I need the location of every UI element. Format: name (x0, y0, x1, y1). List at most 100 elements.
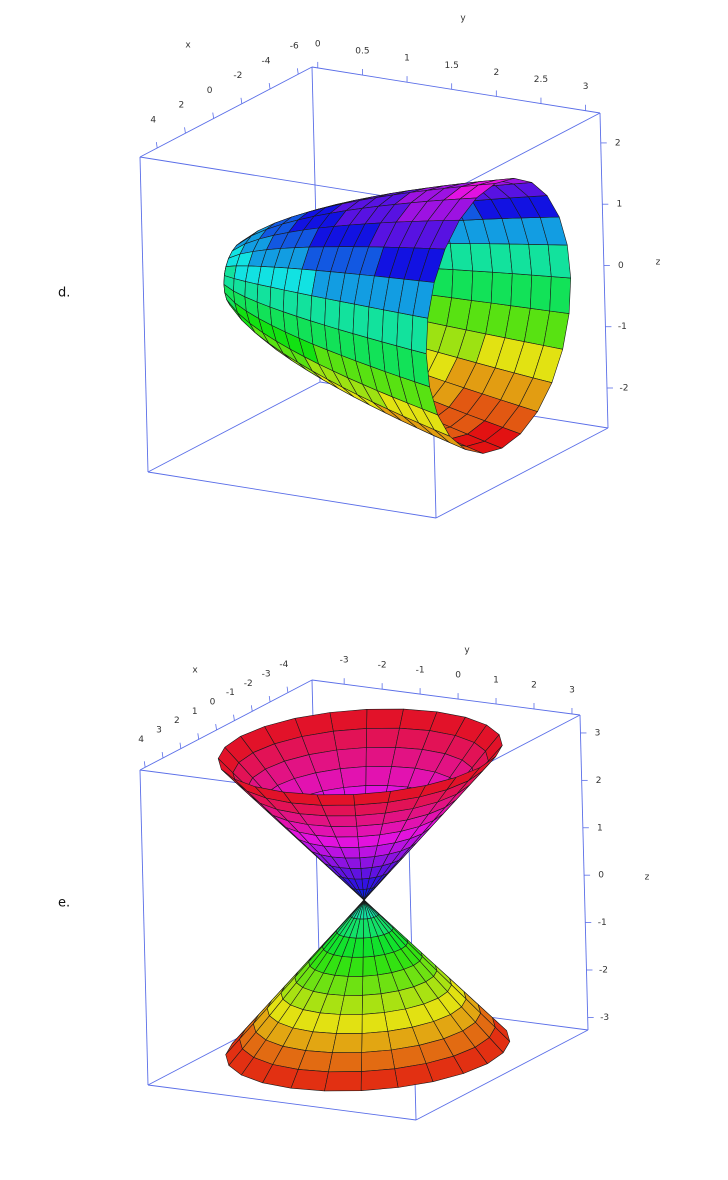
surface-patch (412, 280, 435, 319)
tick-label: 0 (455, 671, 461, 681)
tick-label: -1 (618, 322, 627, 332)
tick-label: 1 (597, 823, 603, 833)
surface-patch (332, 728, 367, 751)
surface-patch (365, 746, 396, 767)
tick-label: 2 (493, 68, 499, 78)
box-edge (139, 66, 313, 158)
tick-label: 1.5 (445, 61, 459, 71)
tick-label: -1 (226, 688, 235, 698)
figure: d. 4 2 0 -2 -4 -6 0 0.5 1 1.5 2 2.5 3 2 1 0 -1 -2 x y z (58, 14, 661, 519)
surface-patch (328, 1052, 363, 1073)
tick-mark (184, 127, 186, 134)
tick-label: 2 (531, 680, 537, 690)
surface-patch (451, 269, 474, 301)
surface-patch (471, 270, 493, 304)
surface-patch (361, 1049, 396, 1072)
surface-patch (329, 708, 368, 732)
tick-label: 2.5 (534, 75, 548, 85)
tick-mark (143, 761, 146, 768)
tick-label: -2 (619, 383, 628, 393)
box-edge (147, 381, 321, 473)
axis-title: y (460, 14, 466, 24)
surface-patch (336, 747, 367, 770)
figure-label: e. (58, 896, 70, 911)
surface-patch (508, 243, 533, 276)
surface-patch (360, 1068, 399, 1091)
tick-label: 1 (404, 54, 410, 64)
tick-label: 3 (156, 725, 162, 735)
surface-patch (326, 815, 358, 827)
tick-label: -2 (599, 965, 608, 975)
figure: e. 4 3 2 1 0 -1 -2 -3 -4 -3 -2 -1 0 1 2 3 3 2 1 0 -1 -2 -3 x y z (58, 646, 650, 1121)
surface-patch (361, 1012, 389, 1034)
surface-patch (310, 295, 327, 326)
axis-title: z (656, 258, 661, 268)
tick-mark (268, 695, 271, 702)
box-edge (415, 1029, 589, 1121)
surface-patch (321, 804, 356, 817)
tick-mark (179, 742, 182, 749)
tick-label: -4 (262, 56, 271, 66)
tick-mark (155, 142, 158, 149)
tick-label: -2 (233, 71, 242, 81)
tick-label: -2 (244, 679, 253, 689)
surface-patch (336, 1014, 363, 1034)
surface-patch (367, 306, 384, 343)
tick-label: 1 (616, 200, 622, 210)
box-edge (147, 471, 437, 519)
tick-label: -1 (598, 918, 607, 928)
tick-mark (215, 723, 217, 731)
surface-patch (269, 286, 285, 313)
surface-patch (296, 292, 313, 322)
axis-title: y (464, 646, 470, 656)
surface-patch (330, 825, 359, 838)
tick-label: 2 (174, 716, 180, 726)
surface-patch (365, 727, 400, 748)
surface-patch (365, 766, 392, 786)
tick-label: -6 (290, 42, 299, 52)
tick-label: 3 (583, 82, 589, 92)
surface-patch (510, 273, 533, 309)
tick-label: 0 (207, 86, 213, 96)
tick-mark (240, 97, 243, 104)
axis-title: z (645, 873, 650, 883)
surface-patch (358, 845, 378, 859)
surface-patch (411, 315, 429, 355)
tick-label: -3 (262, 669, 271, 679)
surface-patch (362, 974, 382, 996)
surface-patch (396, 312, 414, 351)
tick-mark (233, 714, 235, 721)
tick-label: 3 (569, 685, 575, 695)
tick-mark (250, 705, 253, 712)
tick-label: 1 (192, 707, 198, 717)
tick-mark (268, 82, 271, 90)
surface-patch (449, 243, 474, 272)
surface-patch (352, 303, 370, 339)
box-edge (139, 679, 313, 771)
surface-patch (332, 1033, 363, 1053)
tick-label: 0 (598, 871, 604, 881)
surface-patch (324, 298, 341, 330)
box-edge (435, 427, 609, 519)
tick-mark (212, 112, 215, 119)
surface-patch (381, 309, 399, 347)
surface-patch (338, 300, 355, 334)
tick-label: 2 (179, 101, 185, 111)
surface-patch (339, 994, 363, 1015)
box-edge (599, 112, 609, 429)
surface-patch (316, 794, 355, 806)
surface-patch (489, 243, 513, 274)
surface-patch (359, 856, 375, 869)
tick-mark (286, 686, 289, 693)
tick-label: 2 (596, 776, 602, 786)
surface-patch (547, 244, 572, 279)
tick-label: 0 (618, 261, 624, 271)
figure-label: d. (58, 286, 70, 301)
surface-patch (324, 1071, 362, 1092)
tick-label: -4 (279, 660, 288, 670)
tick-label: 2 (615, 138, 621, 148)
box-edge (139, 769, 149, 1086)
surface-patch (282, 289, 299, 317)
